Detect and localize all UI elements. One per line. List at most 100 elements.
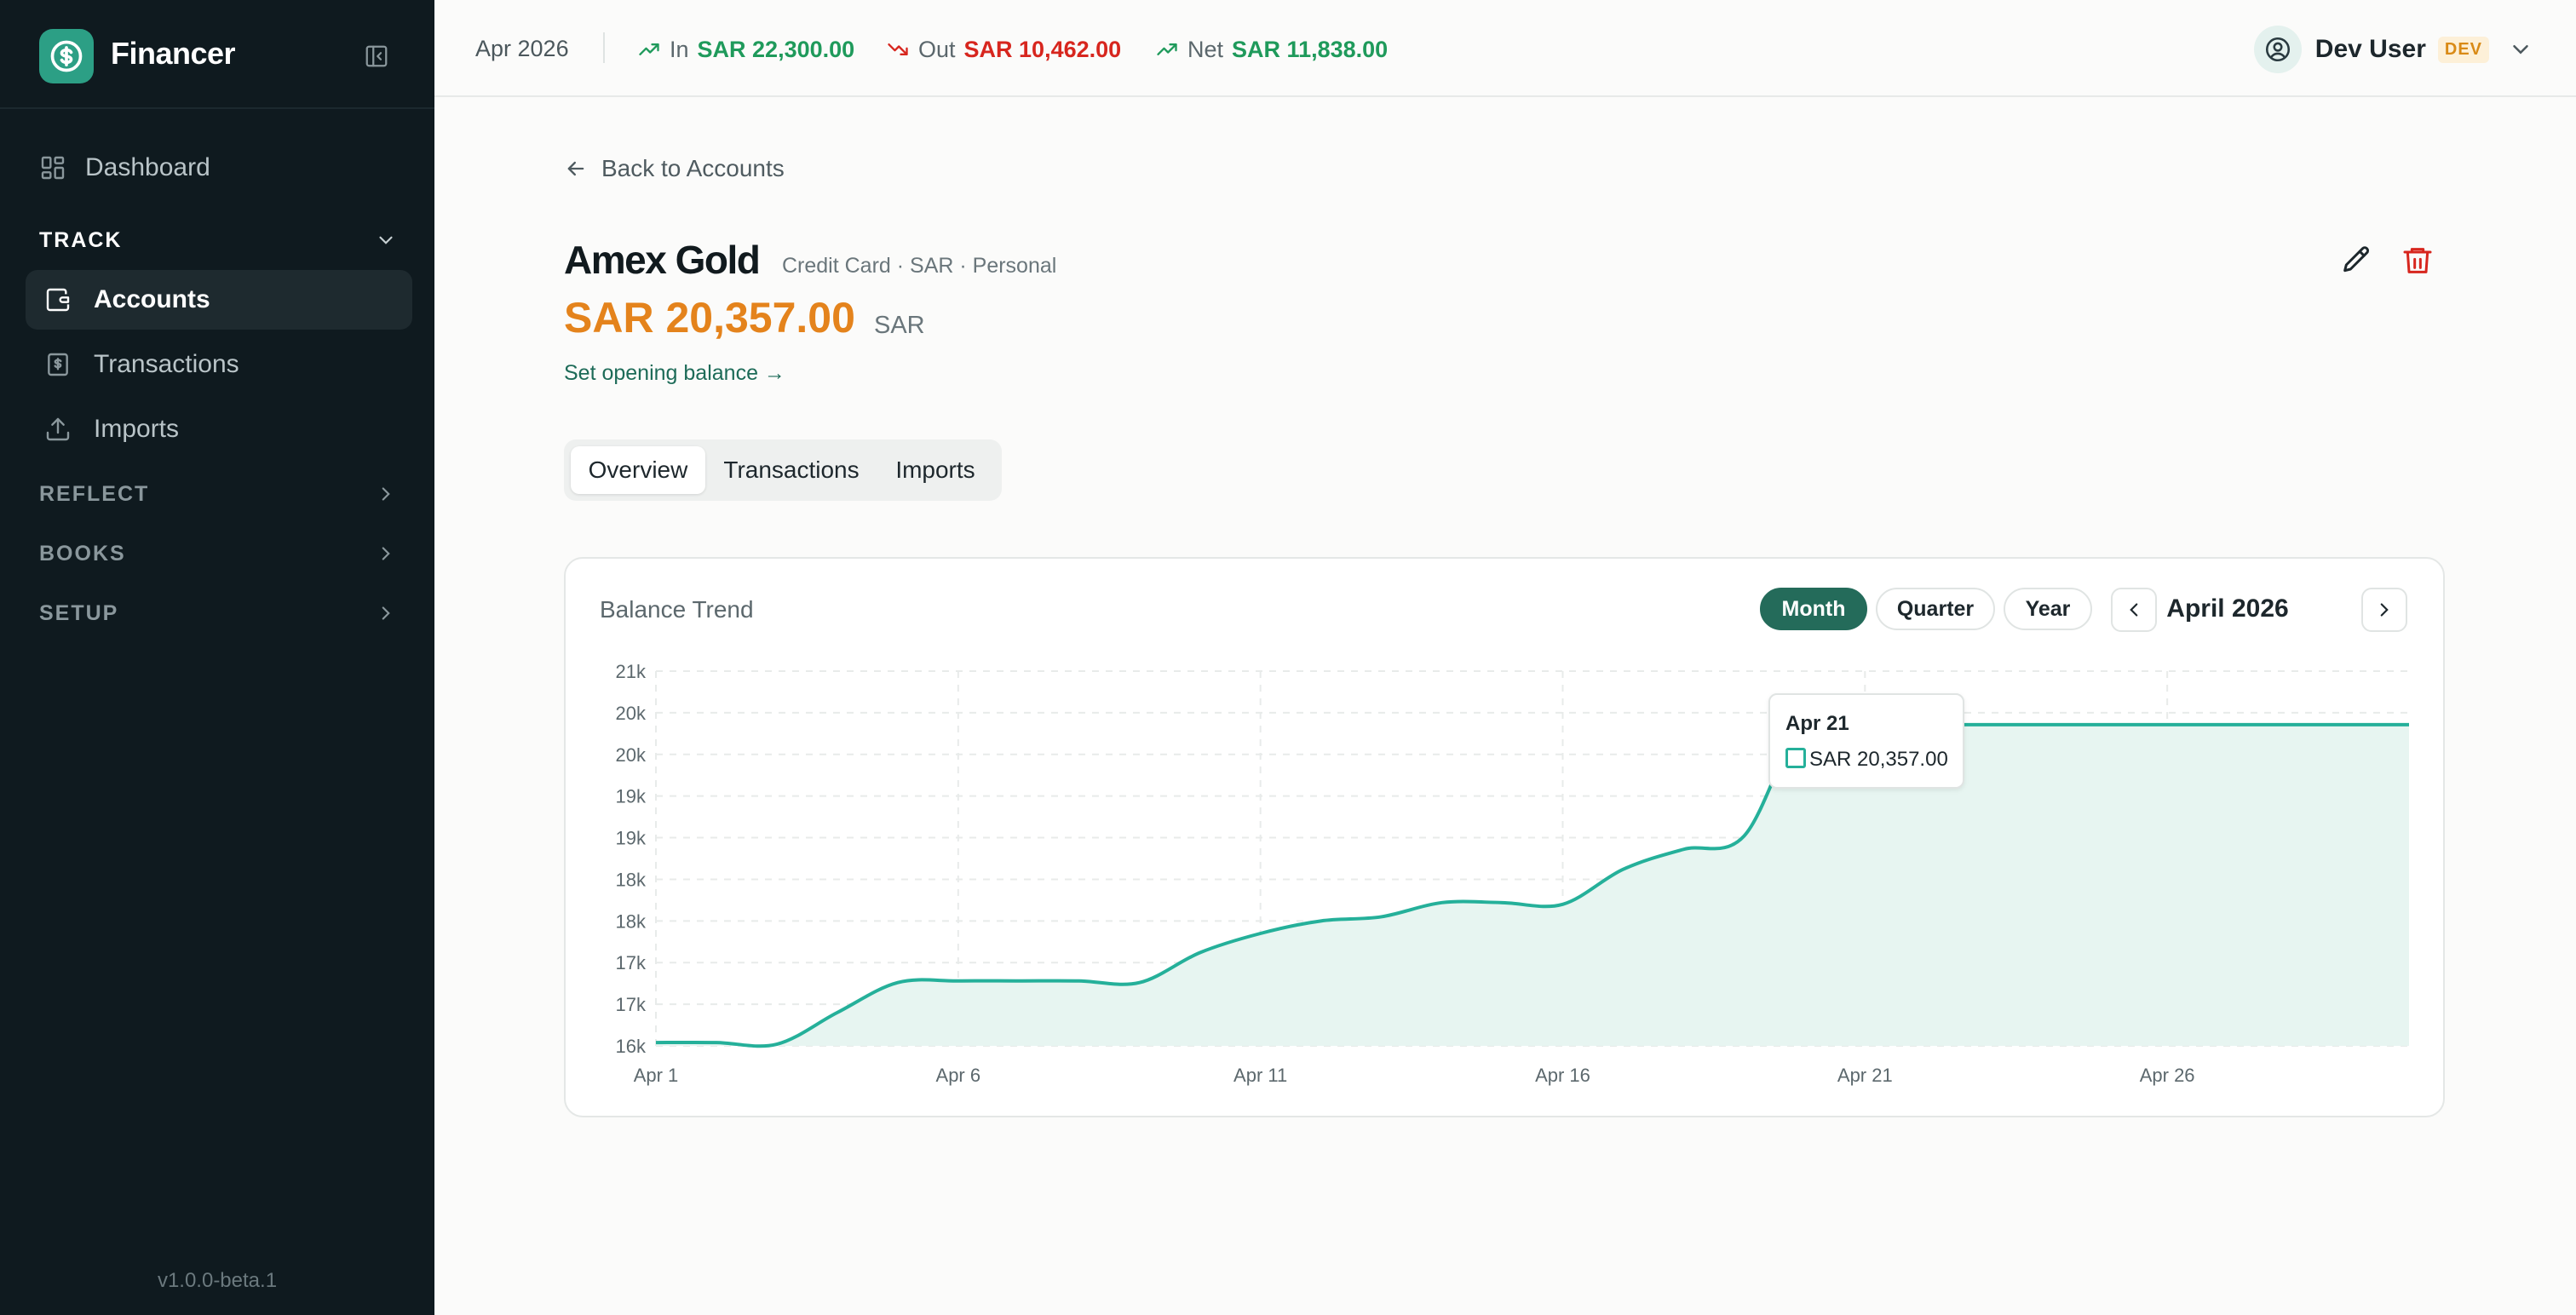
expense-label: Out bbox=[918, 36, 956, 62]
brand-header: Financer bbox=[0, 0, 434, 109]
sidebar-collapse-button[interactable] bbox=[361, 41, 392, 72]
previous-period-button[interactable] bbox=[2111, 588, 2157, 632]
trending-up-icon bbox=[1157, 43, 1177, 55]
period-label: Apr 2026 bbox=[475, 36, 569, 61]
set-opening-balance-link[interactable]: Set opening balance → bbox=[564, 361, 785, 385]
y-tick-label: 17k bbox=[616, 994, 647, 1015]
tab-imports[interactable]: Imports bbox=[895, 457, 975, 483]
y-tick-label: 18k bbox=[616, 869, 647, 890]
account-name: Amex Gold bbox=[564, 238, 761, 282]
tooltip-swatch bbox=[1785, 748, 1806, 768]
chevron-right-icon bbox=[2380, 603, 2389, 617]
chevron-right-icon bbox=[382, 606, 390, 620]
trending-down-icon bbox=[888, 43, 908, 55]
section-label: SETUP bbox=[39, 600, 119, 625]
trending-up-icon bbox=[639, 43, 659, 55]
sidebar-item-dashboard[interactable]: Dashboard bbox=[26, 138, 412, 198]
pencil-icon bbox=[2343, 246, 2370, 273]
balance-area bbox=[656, 713, 2409, 1047]
y-tick-label: 19k bbox=[616, 828, 647, 849]
balance-trend-chart: 21k 20k 20k 19k 19k 18k 18k 17k 17k 16k Apr 1 Apr 6… bbox=[616, 661, 2409, 1086]
upload-icon bbox=[44, 416, 72, 443]
section-label: BOOKS bbox=[39, 541, 126, 566]
x-tick-label: Apr 26 bbox=[2140, 1065, 2195, 1086]
range-quarter-button[interactable]: Quarter bbox=[1876, 588, 1995, 630]
expense-value: SAR 10,462.00 bbox=[963, 36, 1122, 62]
y-tick-label: 17k bbox=[616, 952, 647, 973]
app-name: Financer bbox=[111, 36, 236, 71]
back-to-accounts-link[interactable]: Back to Accounts bbox=[564, 153, 785, 184]
net-stat: Net SAR 11,838.00 bbox=[1155, 34, 1388, 65]
income-value: SAR 22,300.00 bbox=[697, 36, 855, 62]
sidebar-item-imports[interactable]: Imports bbox=[26, 399, 412, 459]
account-balance: SAR 20,357.00 bbox=[564, 294, 855, 342]
tab-overview[interactable]: Overview bbox=[571, 446, 705, 494]
sidebar-item-label: Transactions bbox=[94, 350, 239, 378]
range-year-button[interactable]: Year bbox=[2004, 588, 2092, 630]
wallet-icon bbox=[44, 286, 72, 313]
net-value: SAR 11,838.00 bbox=[1232, 36, 1389, 62]
section-setup-toggle[interactable]: SETUP bbox=[39, 596, 397, 630]
balance-trend-card: Balance Trend Month Quarter Year April 2… bbox=[564, 557, 2445, 1117]
delete-account-button[interactable] bbox=[2401, 244, 2435, 278]
sidebar-item-label: Imports bbox=[94, 415, 180, 443]
income-label: In bbox=[670, 36, 689, 62]
receipt-icon bbox=[44, 351, 72, 378]
sidebar-item-label: Accounts bbox=[94, 285, 210, 313]
account-meta: Credit Card · SAR · Personal bbox=[782, 254, 1057, 278]
dollar-logo-icon bbox=[39, 29, 94, 83]
layout-dashboard-icon bbox=[39, 154, 66, 181]
top-bar: Apr 2026 In SAR 22,300.00 Out SAR 10,462… bbox=[434, 0, 2576, 97]
y-tick-label: 16k bbox=[616, 1036, 647, 1057]
section-books-toggle[interactable]: BOOKS bbox=[39, 537, 397, 571]
tooltip-value: SAR 20,357.00 bbox=[1809, 748, 1948, 771]
account-currency: SAR bbox=[874, 312, 925, 339]
app-version: v1.0.0-beta.1 bbox=[157, 1269, 278, 1292]
user-name: Dev User bbox=[2314, 35, 2426, 63]
balance-line bbox=[655, 711, 2409, 1048]
chevron-down-icon bbox=[379, 236, 393, 244]
chevron-down-icon bbox=[2513, 45, 2528, 55]
env-badge: DEV bbox=[2437, 36, 2489, 63]
x-tick-label: Apr 1 bbox=[634, 1065, 679, 1086]
section-label: REFLECT bbox=[39, 481, 150, 506]
panel-left-close-icon bbox=[365, 45, 388, 67]
period-label: April 2026 bbox=[2166, 594, 2289, 623]
account-tabs: Overview Transactions Imports bbox=[564, 439, 1002, 501]
arrow-left-icon bbox=[567, 161, 584, 176]
income-stat: In SAR 22,300.00 bbox=[637, 34, 854, 65]
sidebar-item-transactions[interactable]: Transactions bbox=[26, 335, 412, 394]
tooltip-date: Apr 21 bbox=[1785, 712, 1849, 735]
back-link-label: Back to Accounts bbox=[601, 155, 785, 181]
expense-stat: Out SAR 10,462.00 bbox=[886, 34, 1121, 65]
x-tick-label: Apr 16 bbox=[1535, 1065, 1590, 1086]
x-tick-label: Apr 11 bbox=[1233, 1065, 1287, 1086]
y-tick-label: 20k bbox=[616, 703, 647, 724]
user-menu[interactable]: Dev User DEV bbox=[2253, 24, 2533, 75]
next-period-button[interactable] bbox=[2361, 588, 2407, 632]
y-tick-label: 20k bbox=[616, 744, 647, 766]
sidebar: Financer Dashboard TRACK Ac bbox=[0, 0, 434, 1315]
chevron-left-icon bbox=[2130, 603, 2138, 617]
sidebar-item-accounts[interactable]: Accounts bbox=[26, 270, 412, 330]
sidebar-item-label: Dashboard bbox=[85, 153, 210, 181]
divider bbox=[603, 32, 605, 63]
edit-account-button[interactable] bbox=[2339, 244, 2373, 278]
chevron-right-icon bbox=[382, 487, 390, 501]
range-month-button[interactable]: Month bbox=[1760, 588, 1867, 630]
chevron-right-icon bbox=[382, 547, 390, 560]
section-reflect-toggle[interactable]: REFLECT bbox=[39, 477, 397, 511]
chart-tooltip: Apr 21 SAR 20,357.00 bbox=[1768, 693, 1964, 789]
tab-transactions[interactable]: Transactions bbox=[723, 457, 860, 483]
net-label: Net bbox=[1187, 36, 1224, 62]
y-tick-label: 18k bbox=[616, 910, 647, 932]
section-label: TRACK bbox=[39, 227, 123, 252]
user-circle-icon bbox=[2253, 26, 2302, 73]
x-tick-label: Apr 6 bbox=[936, 1065, 981, 1086]
card-title: Balance Trend bbox=[600, 596, 754, 623]
section-track-toggle[interactable]: TRACK bbox=[39, 223, 397, 257]
y-tick-label: 21k bbox=[616, 661, 647, 682]
trash-icon bbox=[2403, 248, 2432, 273]
x-tick-label: Apr 21 bbox=[1837, 1065, 1893, 1086]
y-tick-label: 19k bbox=[616, 786, 647, 807]
